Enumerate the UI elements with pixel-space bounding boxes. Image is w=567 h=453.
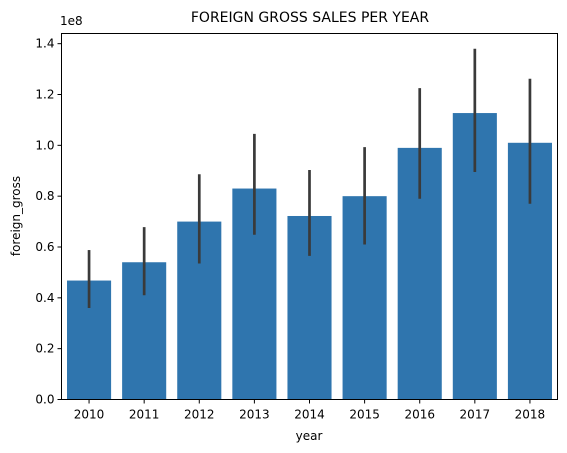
y-offset-label: 1e8 <box>60 14 83 28</box>
y-tick-label-1.4: 1.4 <box>35 37 54 51</box>
error-bars-group <box>87 48 532 308</box>
plot-frame <box>61 33 558 400</box>
y-tick-label-0.4: 0.4 <box>35 291 54 305</box>
y-tick-label-0.0: 0.0 <box>35 393 54 407</box>
x-tick-label-2011: 2011 <box>129 408 160 422</box>
y-tick-label-0.2: 0.2 <box>35 342 54 356</box>
x-tick-label-2018: 2018 <box>515 408 546 422</box>
x-tick-label-2014: 2014 <box>294 408 325 422</box>
y-tick-label-0.6: 0.6 <box>35 240 54 254</box>
x-axis: 2010 2011 2012 2013 2014 2015 2016 2017 2018 <box>74 399 546 422</box>
x-tick-label-2015: 2015 <box>349 408 380 422</box>
chart-title: FOREIGN GROSS SALES PER YEAR <box>191 10 430 26</box>
x-tick-label-2010: 2010 <box>74 408 105 422</box>
x-tick-label-2017: 2017 <box>460 408 491 422</box>
x-axis-label: year <box>296 429 323 443</box>
y-axis: 0.0 0.2 0.4 0.6 0.8 1.0 1.2 1.4 <box>35 37 62 407</box>
x-tick-label-2012: 2012 <box>184 408 215 422</box>
y-tick-label-1.2: 1.2 <box>35 88 54 102</box>
y-axis-label: foreign_gross <box>9 176 23 256</box>
x-tick-label-2013: 2013 <box>239 408 270 422</box>
x-tick-label-2016: 2016 <box>404 408 435 422</box>
y-tick-label-1.0: 1.0 <box>35 138 54 152</box>
bars-group <box>67 113 552 400</box>
y-tick-label-0.8: 0.8 <box>35 189 54 203</box>
